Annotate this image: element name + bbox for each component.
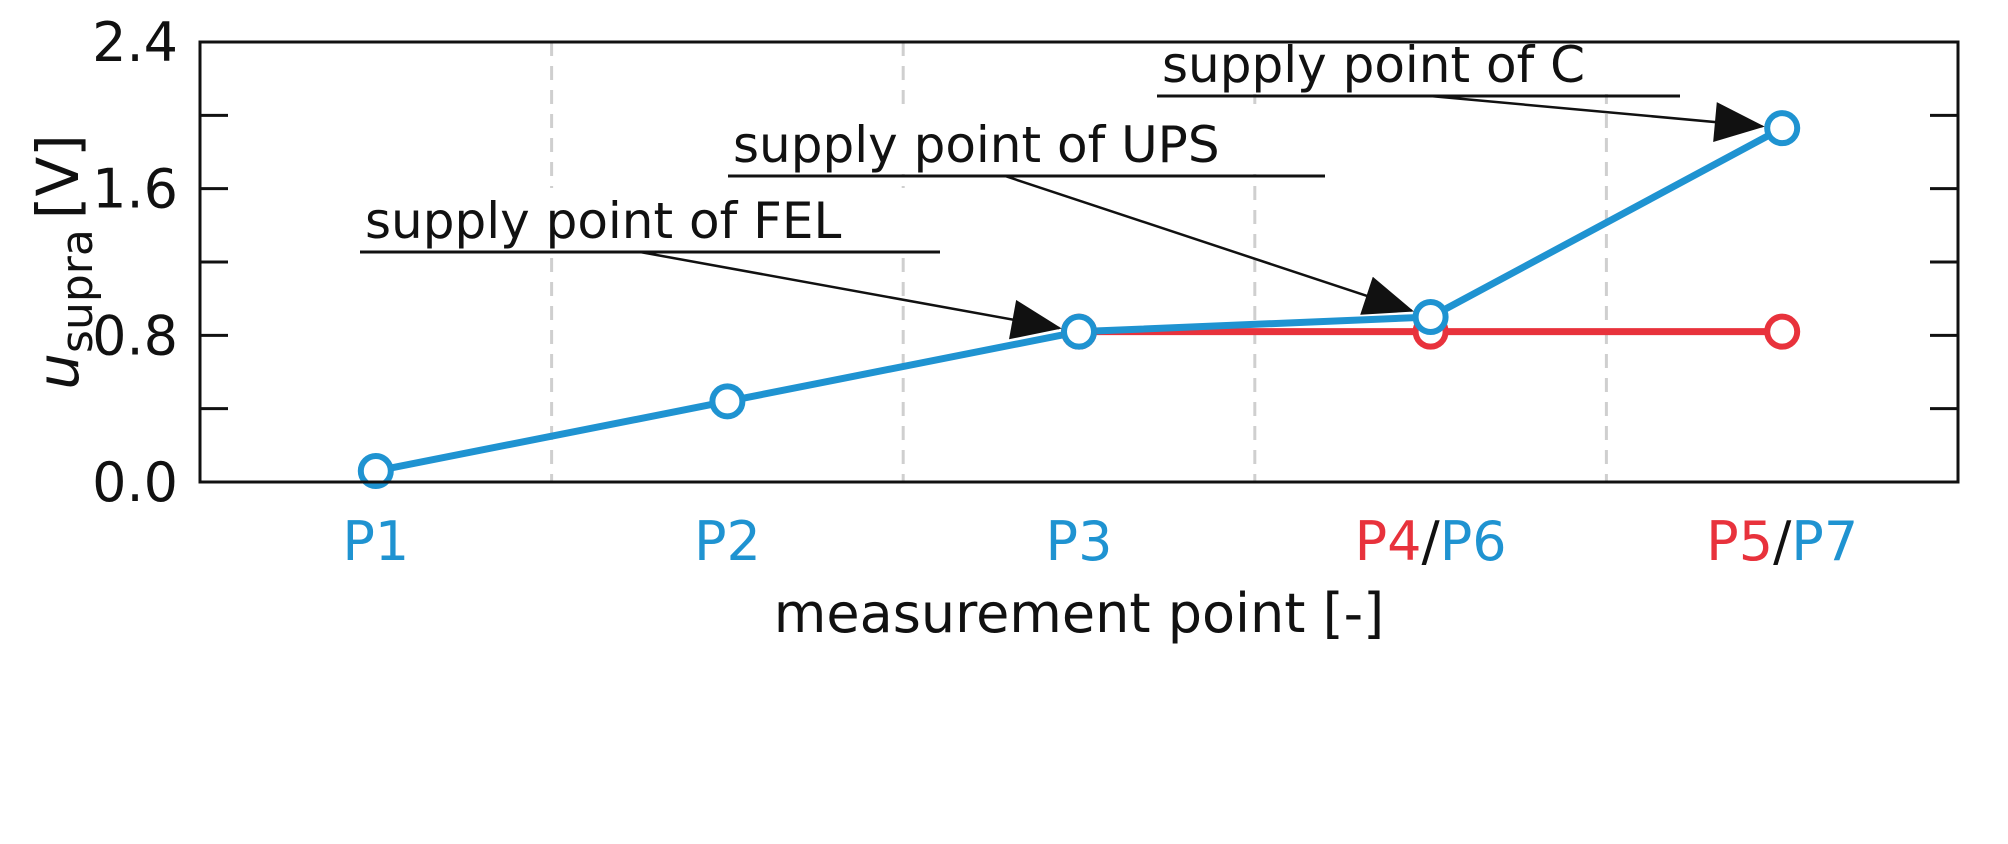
plot-frame bbox=[198, 40, 1960, 484]
data-point bbox=[1412, 299, 1449, 335]
x-tick-label-part: P1 bbox=[342, 510, 409, 573]
x-tick-label: P3 bbox=[1046, 510, 1113, 573]
y-axis-label-unit: [V] bbox=[24, 134, 92, 219]
x-ticks: P1 P2 P3 P4/P6 P5/P7 bbox=[342, 510, 1858, 573]
annotation-arrow bbox=[1004, 174, 1414, 315]
grid-lines bbox=[550, 42, 1608, 482]
data-point bbox=[357, 453, 394, 489]
data-point bbox=[709, 383, 746, 420]
annotation-arrow bbox=[639, 250, 1062, 340]
y-axis-label: usupra [V] bbox=[24, 134, 103, 390]
x-tick-label-part: P6 bbox=[1440, 510, 1507, 573]
y-tick-label: 2.4 bbox=[92, 11, 178, 74]
annotation-background bbox=[722, 112, 1331, 174]
x-tick-label: P2 bbox=[694, 510, 761, 573]
x-tick-label-part: P7 bbox=[1791, 510, 1858, 573]
annotation: supply point of UPS bbox=[722, 112, 1414, 315]
y-axis-label-subscript: supra bbox=[52, 229, 103, 353]
y-axis-label-main: u bbox=[24, 353, 92, 390]
annotation-background bbox=[354, 188, 946, 250]
x-tick-label-part: / bbox=[1421, 510, 1440, 573]
annotation-arrow bbox=[1429, 94, 1765, 142]
x-tick-label-part: P2 bbox=[694, 510, 761, 573]
x-tick-label: P1 bbox=[342, 510, 409, 573]
x-tick-label: P5/P7 bbox=[1706, 510, 1858, 573]
annotation-label: supply point of C bbox=[1162, 36, 1585, 94]
series-layer bbox=[357, 110, 1801, 489]
y-tick-label: 0.8 bbox=[92, 304, 178, 367]
annotations-layer: supply point of FEL supply point of UPS su… bbox=[354, 32, 1765, 340]
x-tick-label-part: P5 bbox=[1706, 510, 1773, 573]
x-tick-label-part: P3 bbox=[1046, 510, 1113, 573]
y-tick-label: 0.0 bbox=[92, 451, 178, 514]
annotation-label: supply point of FEL bbox=[365, 192, 841, 250]
x-tick-label: P4/P6 bbox=[1355, 510, 1507, 573]
x-axis-label: measurement point [-] bbox=[774, 582, 1384, 645]
x-tick-label-part: / bbox=[1773, 510, 1792, 573]
annotation-label: supply point of UPS bbox=[733, 116, 1220, 174]
data-point bbox=[1764, 313, 1801, 350]
data-point bbox=[1061, 313, 1097, 350]
y-ticks: 0.0 0.8 1.6 2.4 bbox=[92, 11, 1958, 514]
x-tick-label-part: P4 bbox=[1355, 510, 1422, 573]
y-tick-label: 1.6 bbox=[92, 158, 178, 221]
series-line bbox=[375, 125, 1784, 475]
data-point bbox=[1764, 110, 1801, 147]
annotation: supply point of FEL bbox=[354, 188, 1062, 340]
